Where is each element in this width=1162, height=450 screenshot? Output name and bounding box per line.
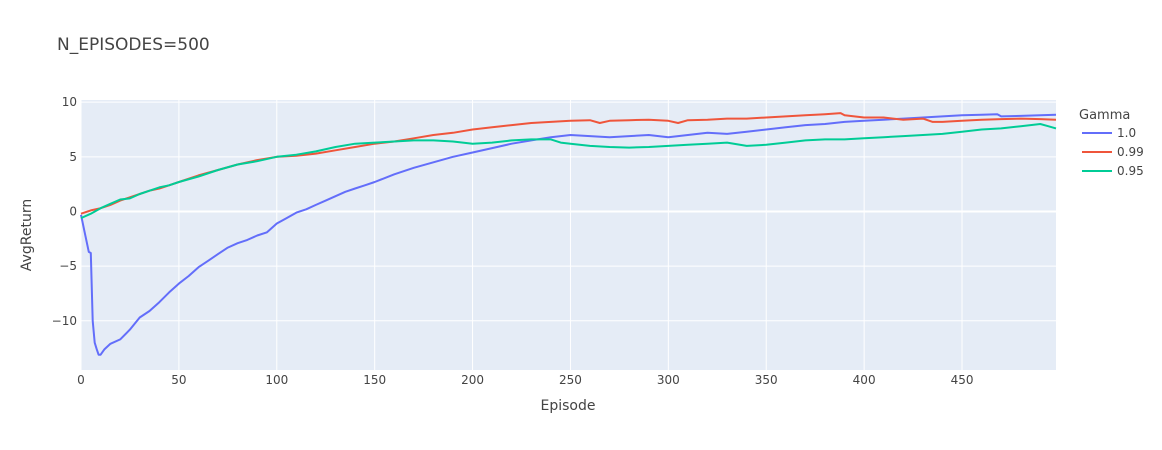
x-tick-label: 200 xyxy=(461,373,484,387)
legend-items: 1.0 0.99 0.95 xyxy=(1082,126,1144,178)
legend-title: Gamma xyxy=(1079,108,1130,123)
x-tick-label: 350 xyxy=(755,373,778,387)
legend-label: 0.99 xyxy=(1117,145,1144,159)
x-tick-label: 400 xyxy=(853,373,876,387)
x-tick-label: 100 xyxy=(265,373,288,387)
x-axis-ticks: 0 50 100 150 200 250 300 350 400 450 xyxy=(77,373,973,387)
y-tick-label: 10 xyxy=(62,95,77,109)
y-axis-ticks: −10 −5 0 5 10 xyxy=(52,95,77,328)
legend-label: 0.95 xyxy=(1117,164,1144,178)
legend-item[interactable]: 1.0 xyxy=(1082,126,1136,140)
y-tick-label: 5 xyxy=(69,150,77,164)
x-tick-label: 0 xyxy=(77,373,85,387)
y-tick-label: −5 xyxy=(59,259,77,273)
plot-background xyxy=(81,100,1056,370)
x-tick-label: 150 xyxy=(363,373,386,387)
x-tick-label: 250 xyxy=(559,373,582,387)
series-line-1-0 xyxy=(80,113,1057,356)
series-line-0-95 xyxy=(80,123,1057,220)
legend: Gamma 1.0 0.99 0.95 xyxy=(1079,108,1144,178)
series-lines xyxy=(80,112,1057,356)
legend-label: 1.0 xyxy=(1117,126,1136,140)
y-tick-label: −10 xyxy=(52,314,77,328)
legend-item[interactable]: 0.99 xyxy=(1082,145,1144,159)
gridlines xyxy=(80,100,1056,370)
y-axis-title: AvgReturn xyxy=(19,199,35,271)
x-axis-title: Episode xyxy=(541,398,596,414)
y-tick-label: 0 xyxy=(69,204,77,218)
x-tick-label: 450 xyxy=(951,373,974,387)
legend-item[interactable]: 0.95 xyxy=(1082,164,1144,178)
x-tick-label: 50 xyxy=(171,373,186,387)
chart-title: N_EPISODES=500 xyxy=(57,35,210,55)
x-tick-label: 300 xyxy=(657,373,680,387)
